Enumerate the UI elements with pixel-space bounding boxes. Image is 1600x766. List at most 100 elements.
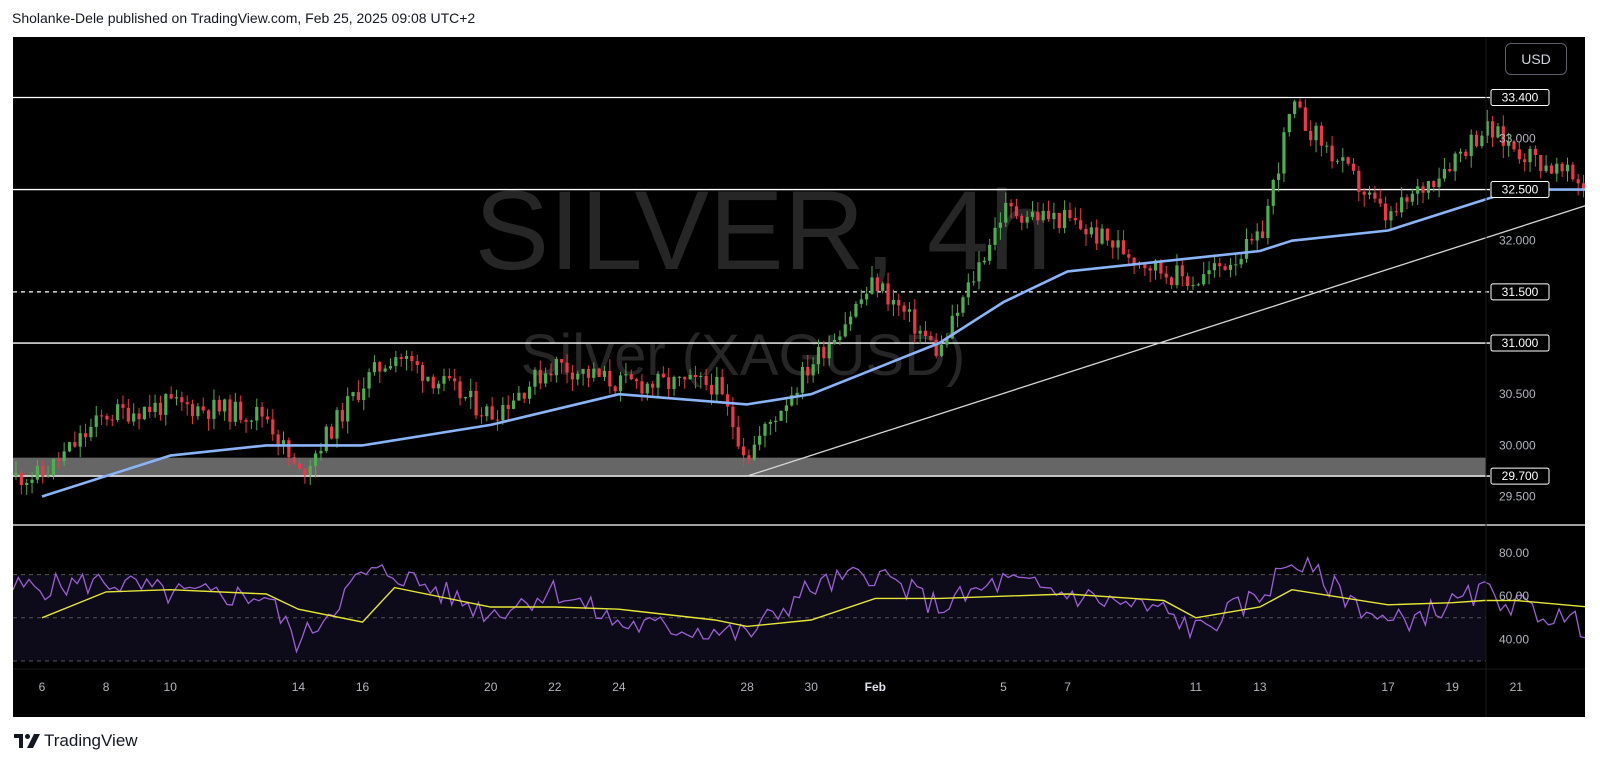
candle-body [533,369,537,387]
candle-body [651,383,655,388]
candle-body [1127,254,1131,258]
time-tick-label: 16 [356,680,370,694]
candle-body [62,451,66,462]
candle-body [78,433,82,447]
candle-body [1079,220,1083,229]
candle-body [988,244,992,261]
candle-body [399,357,403,360]
candle-body [581,368,585,374]
candle-body [190,404,195,417]
candle-body [1170,277,1174,286]
candle-body [57,458,61,462]
candle-body [1474,134,1479,147]
candle-body [1057,212,1061,228]
candle-body [939,344,944,356]
candle-body [324,426,328,451]
candle-body [1432,181,1436,187]
candle-body [1485,121,1489,136]
candle-body [635,379,639,382]
footer-brand[interactable]: TradingView [14,731,138,751]
candle-body [725,394,730,407]
candle-body [795,392,799,396]
price-tick-label: 32.000 [1499,234,1536,248]
candle-body [233,401,237,422]
candle-body [1046,210,1051,220]
candle-body [1287,113,1291,133]
candle-body [276,434,280,445]
price-tick-label: 29.500 [1499,490,1536,504]
candle-body [1089,227,1093,235]
level-label: 33.400 [1502,90,1539,104]
candle-body [1341,157,1345,161]
candle-body [1282,132,1286,174]
candle-body [881,283,885,292]
candle-body [1389,211,1393,221]
level-label: 31.500 [1502,285,1539,299]
candle-body [752,444,756,460]
candle-body [1255,231,1259,241]
candle-body [736,427,740,447]
candle-body [340,410,344,422]
candle-body [570,372,574,380]
time-tick-label: 13 [1253,680,1267,694]
candle-body [303,468,307,476]
level-label: 31.000 [1502,336,1539,350]
candle-body [372,362,377,373]
candle-body [731,406,735,428]
candle-body [1132,257,1136,264]
candle-body [1325,145,1329,147]
candle-body [950,315,954,339]
candle-body [394,357,398,367]
candle-body [1400,197,1404,213]
candle-body [1105,228,1109,241]
candle-body [495,419,500,421]
candle-body [255,406,259,421]
candle-body [469,390,473,398]
price-chart-svg[interactable]: SILVER, 4h Silver (XAGUSD) 33.000 32.000 30… [13,37,1585,717]
candle-body [1100,228,1104,244]
candle-body [431,376,435,389]
candle-body [1410,193,1414,202]
candle-body [966,282,970,298]
candle-body [121,404,125,408]
candle-body [164,394,168,415]
candle-body [1544,165,1548,172]
candle-body [870,277,874,294]
candle-body [1469,134,1473,157]
currency-button[interactable]: USD [1505,43,1567,75]
candle-body [158,402,163,415]
rsi-line [13,555,1585,654]
candle-body [1244,239,1249,259]
candle-body [207,410,211,419]
candle-body [779,410,783,421]
candle-body [1309,130,1313,141]
candle-body [982,260,986,263]
candle-body [945,338,949,345]
chart-area[interactable]: SILVER, 4h Silver (XAGUSD) 33.000 32.000 30… [13,37,1585,717]
candle-body [800,366,805,393]
candle-body [1020,216,1024,223]
level-label: 29.700 [1502,469,1539,483]
candle-body [677,376,681,378]
candle-body [110,419,114,421]
candle-body [934,339,938,356]
time-tick-label: 20 [484,680,498,694]
candle-body [816,346,821,365]
candle-body [1260,231,1265,239]
candle-body [292,457,296,464]
candle-body [827,344,831,359]
time-tick-label: Feb [865,680,886,694]
candle-body [1367,192,1372,195]
candle-body [1501,126,1505,146]
level-label-box [1490,467,1550,485]
time-tick-label: 30 [805,680,819,694]
candle-body [1202,274,1206,285]
candle-body [1303,107,1307,131]
candle-body [1512,141,1516,150]
candle-body [180,397,184,403]
candle-body [613,386,617,392]
candle-body [1523,159,1527,163]
candle-body [538,369,542,384]
rsi-tick-label: 80.00 [1499,546,1529,560]
candle-body [784,405,788,411]
